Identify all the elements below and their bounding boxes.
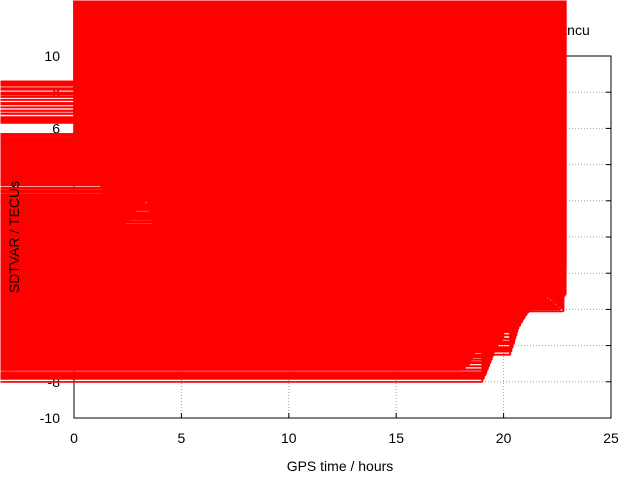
data-point: [0, 0, 511, 356]
y-tick-label: 10: [44, 48, 60, 64]
data-point: [0, 0, 515, 343]
data-point: [0, 0, 567, 269]
x-tick-label: 0: [70, 430, 78, 446]
data-segment: [0, 0, 81, 90]
data-points: [0, 0, 567, 383]
data-point: [0, 0, 477, 305]
data-point: [0, 0, 494, 325]
data-point: [0, 0, 148, 202]
data-point: [0, 0, 86, 151]
data-segment: [0, 0, 85, 151]
data-point: [0, 0, 561, 280]
data-point: [0, 0, 554, 285]
data-point: [0, 0, 79, 157]
y-tick-label: -10: [40, 410, 60, 426]
x-tick-label: 20: [496, 430, 512, 446]
data-point: [0, 0, 84, 148]
data-point: [0, 0, 442, 309]
data-point: [0, 0, 281, 238]
data-point: [0, 0, 114, 178]
data-point: [0, 0, 122, 225]
data-point: [0, 0, 75, 82]
data-point: [0, 0, 82, 90]
y-axis-label: SDTVAR / TECUs: [6, 181, 22, 293]
data-point: [0, 0, 322, 244]
data-point: [0, 0, 301, 229]
data-point: [0, 0, 140, 207]
x-tick-label: 10: [281, 430, 297, 446]
series-arc20: [0, 0, 561, 301]
data-point: [0, 0, 75, 135]
data-point: [0, 0, 541, 300]
data-point: [0, 0, 520, 329]
y-tick-label: 6: [52, 120, 60, 136]
data-point: [0, 0, 120, 168]
data-point: [0, 0, 548, 292]
data-point: [0, 0, 333, 253]
data-point: [0, 0, 311, 233]
x-axis-label: GPS time / hours: [287, 458, 394, 474]
x-tick-label: 25: [603, 430, 619, 446]
data-segment: [0, 0, 83, 147]
data-point: [0, 0, 77, 146]
data-point: [0, 0, 535, 289]
x-tick-label: 5: [178, 430, 186, 446]
data-point: [0, 0, 152, 220]
x-tick-label: 15: [388, 430, 404, 446]
data-point: [0, 0, 485, 312]
